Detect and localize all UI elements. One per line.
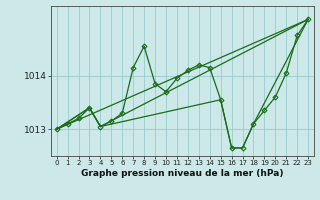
X-axis label: Graphe pression niveau de la mer (hPa): Graphe pression niveau de la mer (hPa) (81, 169, 284, 178)
